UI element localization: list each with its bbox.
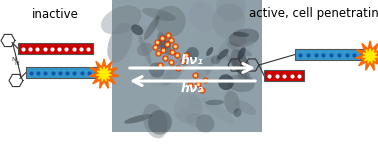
Polygon shape: [89, 59, 119, 88]
Ellipse shape: [225, 54, 254, 84]
Ellipse shape: [168, 55, 207, 90]
Ellipse shape: [149, 62, 164, 78]
Ellipse shape: [226, 41, 255, 60]
Ellipse shape: [202, 98, 234, 124]
Bar: [18, 43, 93, 54]
Ellipse shape: [187, 108, 222, 121]
Ellipse shape: [217, 49, 229, 60]
Ellipse shape: [163, 51, 192, 85]
Text: N: N: [12, 57, 16, 62]
Ellipse shape: [142, 8, 176, 21]
Ellipse shape: [155, 6, 186, 37]
Ellipse shape: [189, 2, 216, 32]
Text: hν₂: hν₂: [181, 82, 203, 94]
Ellipse shape: [139, 36, 152, 65]
Ellipse shape: [130, 50, 146, 67]
Ellipse shape: [227, 74, 254, 92]
Ellipse shape: [192, 28, 231, 55]
Ellipse shape: [216, 32, 246, 71]
Text: inactive: inactive: [31, 7, 79, 21]
Ellipse shape: [216, 0, 246, 22]
Ellipse shape: [229, 29, 259, 47]
Ellipse shape: [186, 47, 199, 60]
Ellipse shape: [137, 26, 157, 45]
Ellipse shape: [137, 42, 153, 56]
Text: active, cell penetrating: active, cell penetrating: [249, 7, 378, 21]
Ellipse shape: [131, 24, 143, 35]
Ellipse shape: [101, 6, 142, 34]
Ellipse shape: [226, 42, 252, 56]
Ellipse shape: [218, 74, 234, 90]
Ellipse shape: [155, 40, 170, 50]
Ellipse shape: [234, 108, 242, 117]
Ellipse shape: [231, 49, 249, 75]
Bar: [264, 70, 304, 81]
Ellipse shape: [233, 32, 249, 37]
Polygon shape: [363, 49, 377, 63]
Text: N: N: [241, 62, 245, 66]
Ellipse shape: [238, 69, 249, 80]
Ellipse shape: [212, 3, 245, 38]
Ellipse shape: [139, 60, 148, 90]
Polygon shape: [96, 66, 112, 81]
Ellipse shape: [237, 47, 246, 59]
Ellipse shape: [150, 68, 181, 86]
Bar: [295, 49, 367, 60]
Ellipse shape: [124, 114, 152, 124]
Ellipse shape: [158, 32, 171, 55]
Ellipse shape: [186, 113, 206, 127]
Ellipse shape: [206, 47, 213, 56]
Ellipse shape: [174, 93, 203, 124]
Text: N: N: [245, 62, 249, 66]
Ellipse shape: [211, 55, 221, 65]
Ellipse shape: [196, 114, 214, 133]
Ellipse shape: [209, 60, 232, 92]
Polygon shape: [355, 41, 378, 70]
Ellipse shape: [144, 16, 160, 40]
Ellipse shape: [136, 76, 143, 83]
Text: hν₁: hν₁: [181, 53, 203, 66]
Ellipse shape: [205, 100, 224, 105]
Ellipse shape: [143, 104, 167, 138]
Bar: [26, 67, 101, 78]
Ellipse shape: [234, 100, 256, 115]
Ellipse shape: [196, 57, 214, 79]
Ellipse shape: [107, 23, 133, 63]
Ellipse shape: [158, 83, 192, 114]
Ellipse shape: [224, 90, 240, 114]
Bar: [112, 0, 262, 132]
Ellipse shape: [148, 110, 172, 135]
Text: N: N: [15, 61, 19, 66]
